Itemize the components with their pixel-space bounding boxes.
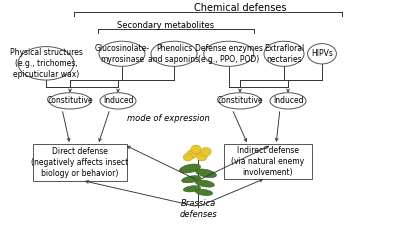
- Text: Constitutive: Constitutive: [47, 96, 93, 105]
- Ellipse shape: [308, 44, 336, 64]
- Ellipse shape: [184, 186, 200, 192]
- Text: Indirect defense
(via natural enemy
involvement): Indirect defense (via natural enemy invo…: [232, 146, 304, 177]
- Text: Constitutive: Constitutive: [217, 96, 263, 105]
- Ellipse shape: [182, 176, 201, 183]
- Ellipse shape: [18, 47, 74, 80]
- Text: Phenolics
and saponins: Phenolics and saponins: [148, 44, 200, 64]
- Text: Induced: Induced: [273, 96, 303, 105]
- Text: Extrafloral
nectaries: Extrafloral nectaries: [264, 44, 304, 64]
- Ellipse shape: [191, 145, 201, 154]
- Ellipse shape: [197, 152, 207, 161]
- Ellipse shape: [49, 93, 91, 109]
- Text: Brassica
defenses: Brassica defenses: [179, 199, 217, 219]
- Text: Secondary metabolites: Secondary metabolites: [118, 21, 214, 30]
- Text: HIPVs: HIPVs: [311, 49, 333, 58]
- Text: Chemical defenses: Chemical defenses: [194, 3, 286, 13]
- Text: Induced: Induced: [103, 96, 133, 105]
- Ellipse shape: [151, 41, 197, 66]
- Ellipse shape: [196, 189, 212, 196]
- Ellipse shape: [204, 41, 254, 66]
- Ellipse shape: [196, 169, 216, 178]
- Text: Glucosinolate-
myrosinase: Glucosinolate- myrosinase: [94, 44, 150, 64]
- Text: Physical structures
(e.g., trichomes,
epicuticular wax): Physical structures (e.g., trichomes, ep…: [10, 48, 82, 79]
- Ellipse shape: [270, 93, 306, 109]
- Ellipse shape: [219, 93, 261, 109]
- Text: Defense enzymes
(e.g., PPO, POD): Defense enzymes (e.g., PPO, POD): [195, 44, 263, 64]
- Ellipse shape: [99, 41, 145, 66]
- Ellipse shape: [183, 153, 193, 161]
- Text: mode of expression: mode of expression: [127, 114, 209, 123]
- FancyBboxPatch shape: [33, 144, 127, 181]
- Ellipse shape: [187, 150, 197, 158]
- Ellipse shape: [100, 93, 136, 109]
- Ellipse shape: [180, 164, 200, 173]
- Ellipse shape: [264, 41, 304, 66]
- Ellipse shape: [195, 180, 214, 187]
- Text: Direct defense
(negatively affects insect
biology or behavior): Direct defense (negatively affects insec…: [31, 147, 129, 178]
- Ellipse shape: [201, 147, 211, 156]
- FancyBboxPatch shape: [224, 144, 312, 179]
